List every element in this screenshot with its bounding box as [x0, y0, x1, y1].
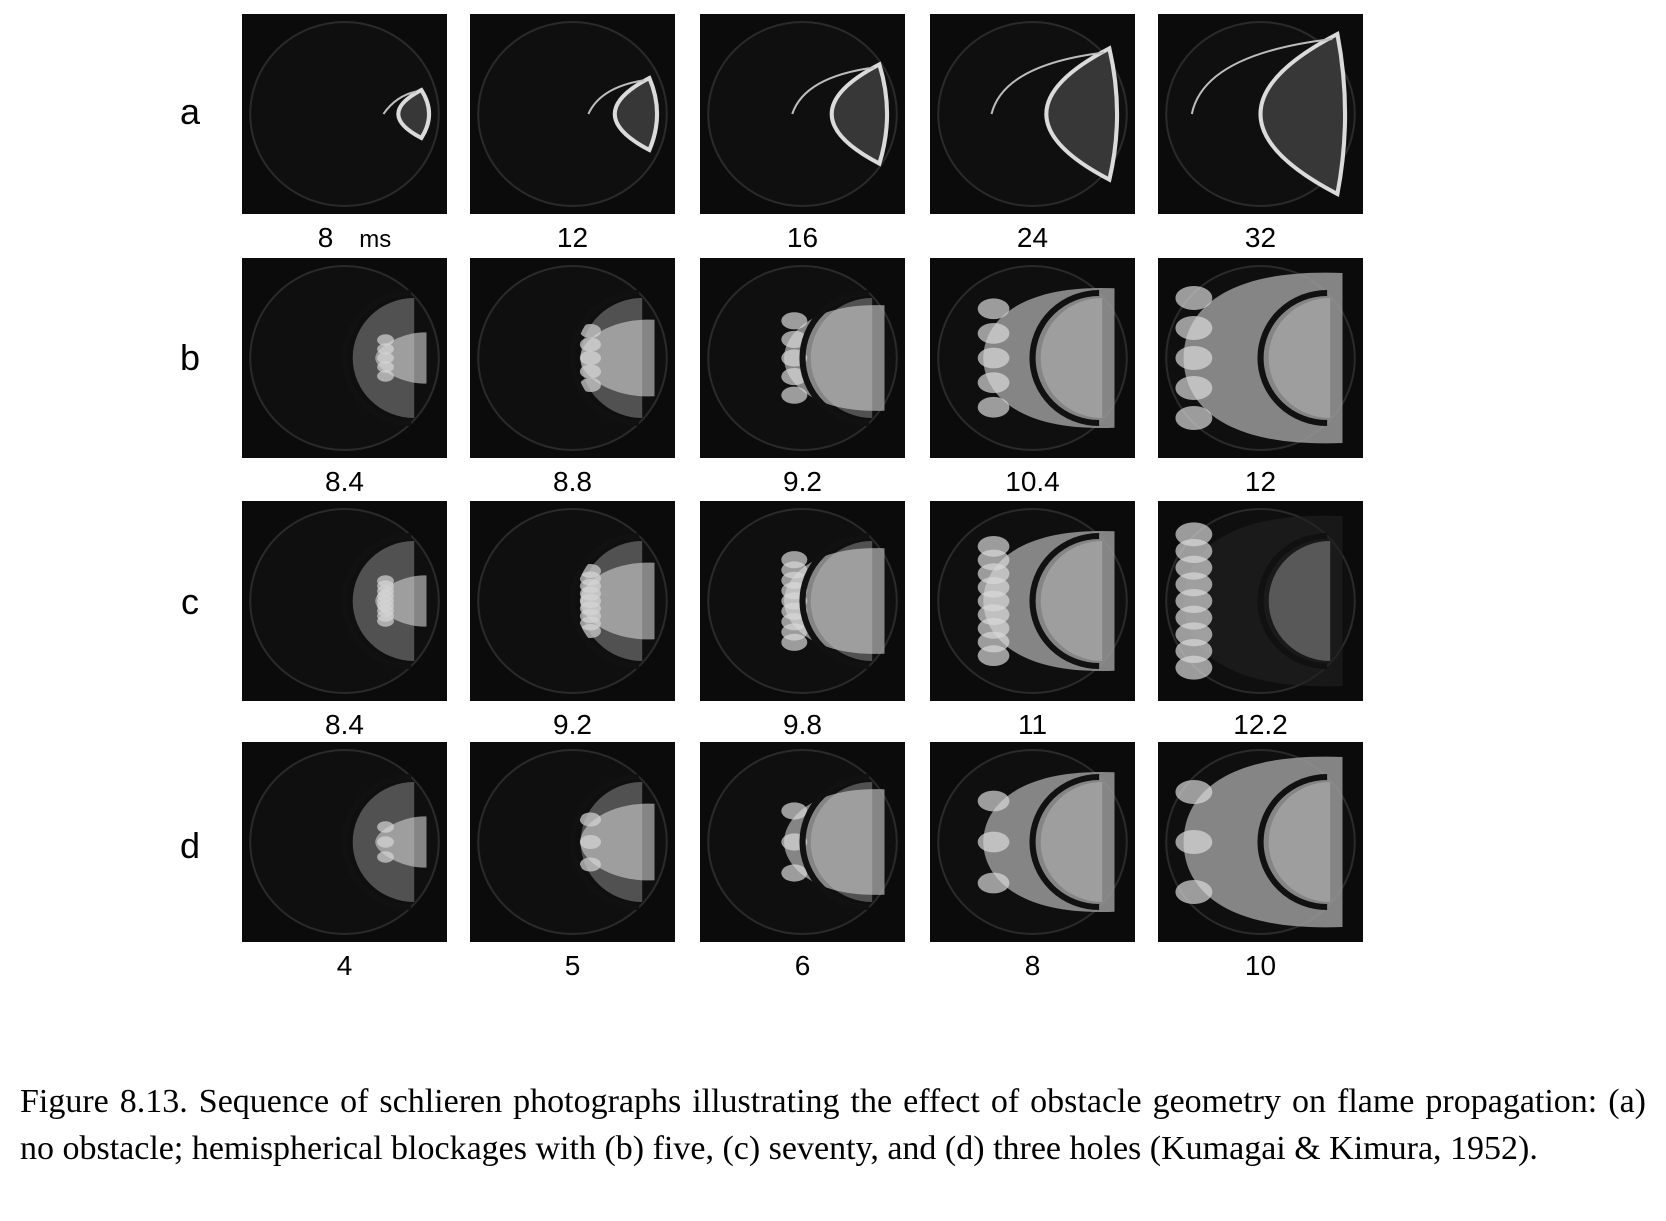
schlieren-photo-d-5: [1158, 742, 1363, 942]
row-label-a: a: [179, 91, 201, 132]
time-label-b-4: 10.4: [933, 466, 1133, 498]
schlieren-photo-art: [707, 508, 898, 694]
schlieren-photo-b-2: [470, 258, 675, 458]
time-label-c-2: 9.2: [473, 709, 673, 741]
row-label-b: b: [179, 337, 201, 378]
schlieren-photo-b-3: [700, 258, 905, 458]
schlieren-photo-c-4: [930, 501, 1135, 701]
schlieren-photo-art: [249, 265, 440, 451]
schlieren-photo-art: [1165, 265, 1356, 451]
schlieren-photo-art: [249, 749, 440, 935]
schlieren-photo-art: [249, 508, 440, 694]
schlieren-photo-art: [937, 508, 1128, 694]
schlieren-photo-d-1: [242, 742, 447, 942]
time-value: 9.8: [783, 709, 822, 740]
schlieren-photo-b-1: [242, 258, 447, 458]
schlieren-photo-art: [707, 21, 898, 207]
time-label-b-2: 8.8: [473, 466, 673, 498]
schlieren-photo-b-4: [930, 258, 1135, 458]
time-value: 8.8: [553, 466, 592, 497]
schlieren-photo-d-4: [930, 742, 1135, 942]
schlieren-photo-a-5: [1158, 14, 1363, 214]
schlieren-photo-a-4: [930, 14, 1135, 214]
time-value: 6: [794, 950, 811, 981]
schlieren-photo-d-3: [700, 742, 905, 942]
row-label-d: d: [179, 825, 201, 866]
time-label-d-4: 8: [933, 950, 1133, 982]
schlieren-photo-c-5: [1158, 501, 1363, 701]
schlieren-photo-c-1: [242, 501, 447, 701]
time-value: 4: [336, 950, 353, 981]
schlieren-photo-art: [1165, 21, 1356, 207]
schlieren-photo-art: [937, 265, 1128, 451]
time-value: 8: [1024, 950, 1041, 981]
time-label-d-5: 10: [1161, 950, 1361, 982]
caption-text: Figure 8.13. Sequence of schlieren photo…: [20, 1083, 1646, 1167]
schlieren-photo-a-3: [700, 14, 905, 214]
schlieren-photo-art: [937, 21, 1128, 207]
schlieren-photo-c-3: [700, 501, 905, 701]
row-label-c: c: [181, 581, 199, 622]
time-label-a-1: 8 ms: [255, 222, 455, 256]
schlieren-photo-art: [477, 265, 668, 451]
time-label-b-1: 8.4: [245, 466, 445, 498]
schlieren-photo-art: [707, 749, 898, 935]
schlieren-photo-c-2: [470, 501, 675, 701]
time-value: 12: [556, 222, 589, 253]
time-value: 8.4: [325, 709, 364, 740]
time-label-b-3: 9.2: [703, 466, 903, 498]
time-value: 12: [1244, 466, 1277, 497]
time-value: 10.4: [1005, 466, 1060, 497]
schlieren-photo-art: [477, 749, 668, 935]
time-value: 5: [564, 950, 581, 981]
time-label-a-5: 32: [1161, 222, 1361, 254]
time-value: 32: [1244, 222, 1277, 253]
time-unit: ms: [359, 226, 392, 253]
time-label-a-2: 12: [473, 222, 673, 254]
schlieren-photo-art: [937, 749, 1128, 935]
time-value: 10: [1244, 950, 1277, 981]
schlieren-photo-b-5: [1158, 258, 1363, 458]
schlieren-photo-art: [1165, 508, 1356, 694]
time-value: 9.2: [783, 466, 822, 497]
schlieren-photo-art: [707, 265, 898, 451]
time-value: 8: [317, 222, 334, 253]
schlieren-photo-art: [1165, 749, 1356, 935]
time-value: 16: [786, 222, 819, 253]
time-label-c-3: 9.8: [703, 709, 903, 741]
schlieren-photo-d-2: [470, 742, 675, 942]
time-value: 12.2: [1233, 709, 1288, 740]
schlieren-photo-art: [249, 21, 440, 207]
time-value: 9.2: [553, 709, 592, 740]
time-label-b-5: 12: [1161, 466, 1361, 498]
time-label-c-1: 8.4: [245, 709, 445, 741]
time-value: 8.4: [325, 466, 364, 497]
time-value: 24: [1016, 222, 1049, 253]
schlieren-photo-a-1: [242, 14, 447, 214]
time-label-d-2: 5: [473, 950, 673, 982]
time-label-d-3: 6: [703, 950, 903, 982]
time-label-a-4: 24: [933, 222, 1133, 254]
figure-caption: Figure 8.13. Sequence of schlieren photo…: [20, 1078, 1646, 1172]
schlieren-photo-art: [477, 21, 668, 207]
schlieren-photo-a-2: [470, 14, 675, 214]
time-label-c-4: 11: [933, 709, 1133, 741]
time-label-d-1: 4: [245, 950, 445, 982]
time-label-c-5: 12.2: [1161, 709, 1361, 741]
schlieren-figure: a 8 ms 12 16 24 32 b 8.4 8.8 9.2 10.4 12 c 8.4 9.2 9.8 11…: [179, 14, 1363, 982]
time-value: 11: [1017, 709, 1048, 740]
time-label-a-3: 16: [703, 222, 903, 254]
schlieren-photo-art: [477, 508, 668, 694]
